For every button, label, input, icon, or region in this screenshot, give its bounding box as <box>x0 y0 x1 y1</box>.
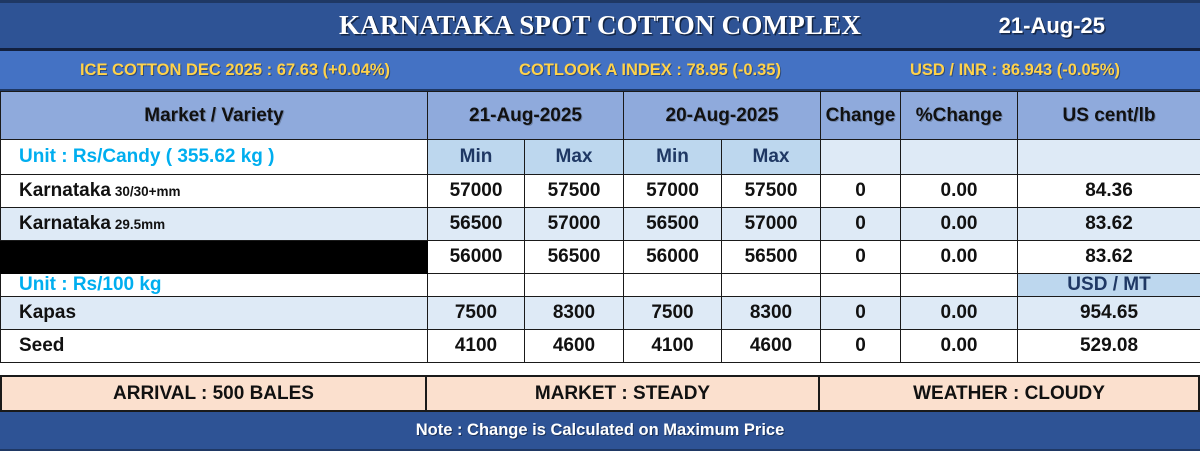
cell-today-min: 4100 <box>427 329 525 363</box>
page-title: KARNATAKA SPOT COTTON COMPLEX <box>338 10 862 40</box>
cell-prev-min: 57000 <box>623 174 722 208</box>
cell-prev-max: 57000 <box>721 207 821 241</box>
cell-converted: 954.65 <box>1017 296 1200 330</box>
status-weather: WEATHER : CLOUDY <box>820 377 1200 410</box>
row-variety <box>76 306 80 321</box>
cell-prev-max: 56500 <box>721 240 821 274</box>
subheader-prev-max: Max <box>721 139 821 175</box>
status-arrival: ARRIVAL : 500 BALES <box>0 377 427 410</box>
col-header-us-cent-lb: US cent/lb <box>1017 91 1200 140</box>
usd-inr-quote: USD / INR : 86.943 (-0.05%) <box>910 60 1120 79</box>
cell-today-max: 8300 <box>524 296 624 330</box>
unit-label-candy: Unit : Rs/Candy ( 355.62 kg ) <box>0 139 428 175</box>
blank-cell <box>623 273 722 297</box>
row-label: Karnataka 29.5mm <box>0 207 428 241</box>
blank-cell <box>900 273 1018 297</box>
cell-change: 0 <box>820 329 901 363</box>
cell-converted: 529.08 <box>1017 329 1200 363</box>
subheader-today-max: Max <box>524 139 624 175</box>
cell-change: 0 <box>820 207 901 241</box>
cell-prev-max: 57500 <box>721 174 821 208</box>
table-row: Kapas 7500 8300 7500 8300 0 0.00 954.65 <box>0 296 1200 330</box>
row-label: Kapas <box>0 296 428 330</box>
cell-prev-min: 56500 <box>623 207 722 241</box>
cell-change: 0 <box>820 296 901 330</box>
cell-converted: 84.36 <box>1017 174 1200 208</box>
blank-unit-cell <box>1017 139 1200 175</box>
cell-pct-change: 0.00 <box>900 240 1018 274</box>
redacted-row-label <box>0 240 428 274</box>
col-header-market: Market / Variety <box>0 91 428 140</box>
blank-change-cell <box>820 139 901 175</box>
cell-today-max: 57000 <box>524 207 624 241</box>
col-header-pct-change: %Change <box>900 91 1018 140</box>
cell-prev-max: 4600 <box>721 329 821 363</box>
table-row: Karnataka 30/30+mm 57000 57500 57000 5750… <box>0 174 1200 208</box>
col-header-change: Change <box>820 91 901 140</box>
row-label: Karnataka 30/30+mm <box>0 174 428 208</box>
blank-cell <box>427 273 525 297</box>
cell-today-max: 56500 <box>524 240 624 274</box>
blank-cell <box>820 273 901 297</box>
row-label: Seed <box>0 329 428 363</box>
cotlook-index-quote: COTLOOK A INDEX : 78.95 (-0.35) <box>519 60 781 79</box>
unit-100kg-row: Unit : Rs/100 kg USD / MT <box>0 273 1200 297</box>
ice-cotton-quote: ICE COTTON DEC 2025 : 67.63 (+0.04%) <box>79 60 391 79</box>
unit-label-100kg: Unit : Rs/100 kg <box>0 273 428 297</box>
row-market-name: Kapas <box>19 302 77 323</box>
cell-change: 0 <box>820 174 901 208</box>
table-row: 56000 56500 56000 56500 0 0.00 83.62 <box>0 240 1200 274</box>
cell-pct-change: 0.00 <box>900 174 1018 208</box>
table-header-row: Market / Variety 21-Aug-2025 20-Aug-2025… <box>0 91 1200 140</box>
blank-cell <box>524 273 624 297</box>
subheader-today-min: Min <box>427 139 525 175</box>
col-header-date-today: 21-Aug-2025 <box>427 91 624 140</box>
cell-converted: 83.62 <box>1017 207 1200 241</box>
table-row: Karnataka 29.5mm 56500 57000 56500 57000 … <box>0 207 1200 241</box>
note-band: Note : Change is Calculated on Maximum P… <box>0 412 1200 451</box>
row-market-name: Karnataka <box>19 180 111 201</box>
unit-candy-row: Unit : Rs/Candy ( 355.62 kg ) Min Max Mi… <box>0 139 1200 175</box>
subheader-prev-min: Min <box>623 139 722 175</box>
status-band: ARRIVAL : 500 BALES MARKET : STEADY WEAT… <box>0 375 1200 412</box>
table-row: Seed 4100 4600 4100 4600 0 0.00 529.08 <box>0 329 1200 363</box>
title-band: KARNATAKA SPOT COTTON COMPLEX 21-Aug-25 <box>0 0 1200 51</box>
cell-today-max: 4600 <box>524 329 624 363</box>
blank-pct-cell <box>900 139 1018 175</box>
cell-prev-min: 56000 <box>623 240 722 274</box>
cell-prev-min: 7500 <box>623 296 722 330</box>
cell-pct-change: 0.00 <box>900 207 1018 241</box>
cell-converted: 83.62 <box>1017 240 1200 274</box>
cell-today-min: 57000 <box>427 174 525 208</box>
cell-today-min: 56000 <box>427 240 525 274</box>
market-info-band: ICE COTTON DEC 2025 : 67.63 (+0.04%) COT… <box>0 51 1200 91</box>
blank-cell <box>721 273 821 297</box>
row-market-name: Seed <box>19 335 65 356</box>
cell-prev-min: 4100 <box>623 329 722 363</box>
row-variety: 29.5mm <box>114 217 166 232</box>
cell-pct-change: 0.00 <box>900 329 1018 363</box>
row-variety: 30/30+mm <box>114 184 181 199</box>
row-variety <box>64 339 68 354</box>
cell-today-min: 56500 <box>427 207 525 241</box>
cell-change: 0 <box>820 240 901 274</box>
col-header-date-prev: 20-Aug-2025 <box>623 91 821 140</box>
cell-today-max: 57500 <box>524 174 624 208</box>
status-market: MARKET : STEADY <box>427 377 820 410</box>
cell-pct-change: 0.00 <box>900 296 1018 330</box>
subheader-usd-mt: USD / MT <box>1017 273 1200 297</box>
report-date: 21-Aug-25 <box>998 12 1105 38</box>
row-market-name: Karnataka <box>19 213 111 234</box>
cell-prev-max: 8300 <box>721 296 821 330</box>
price-table: Market / Variety 21-Aug-2025 20-Aug-2025… <box>0 91 1200 363</box>
cell-today-min: 7500 <box>427 296 525 330</box>
